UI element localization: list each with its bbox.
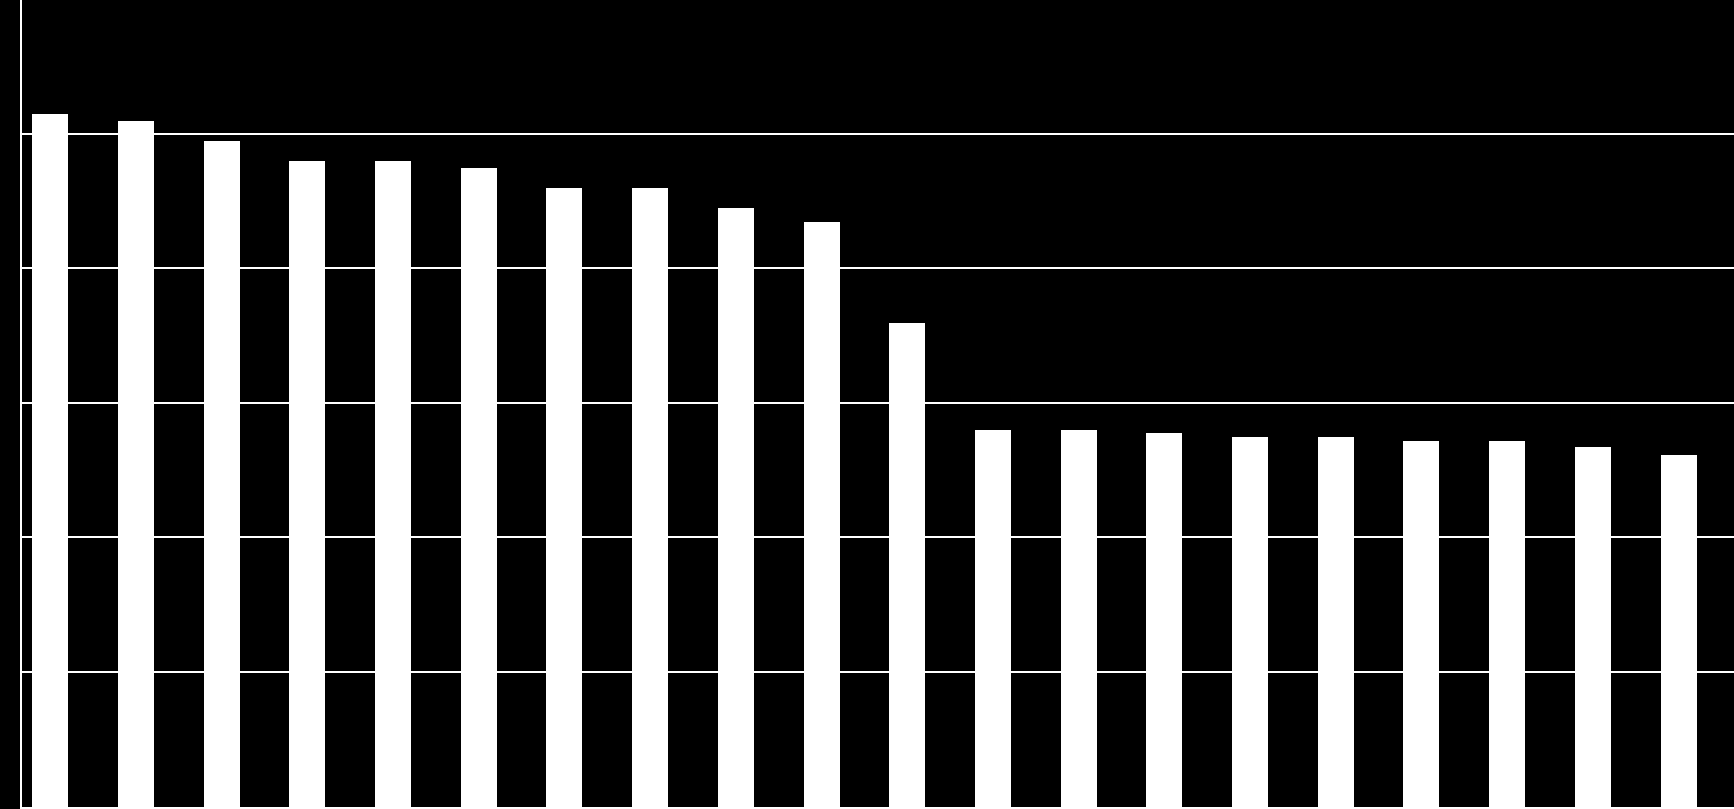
bar bbox=[889, 323, 925, 807]
bar bbox=[204, 141, 240, 807]
bar bbox=[1318, 437, 1354, 807]
bar bbox=[718, 208, 754, 807]
bar bbox=[546, 188, 582, 807]
gridline bbox=[22, 536, 1734, 538]
bar bbox=[1403, 441, 1439, 807]
bar bbox=[118, 121, 154, 807]
bar bbox=[975, 430, 1011, 807]
bar bbox=[32, 114, 68, 807]
bar bbox=[1061, 430, 1097, 807]
bar bbox=[804, 222, 840, 807]
gridline bbox=[22, 267, 1734, 269]
bar bbox=[1232, 437, 1268, 807]
bar bbox=[1661, 455, 1697, 807]
gridline bbox=[22, 402, 1734, 404]
bar bbox=[632, 188, 668, 807]
gridline bbox=[22, 671, 1734, 673]
bar bbox=[1575, 447, 1611, 807]
bar bbox=[1146, 433, 1182, 807]
bar bbox=[1489, 441, 1525, 807]
bar bbox=[461, 168, 497, 807]
plot-area bbox=[20, 0, 1734, 809]
bar bbox=[375, 161, 411, 807]
bar bbox=[289, 161, 325, 807]
gridline bbox=[22, 133, 1734, 135]
bar-chart bbox=[0, 0, 1734, 809]
